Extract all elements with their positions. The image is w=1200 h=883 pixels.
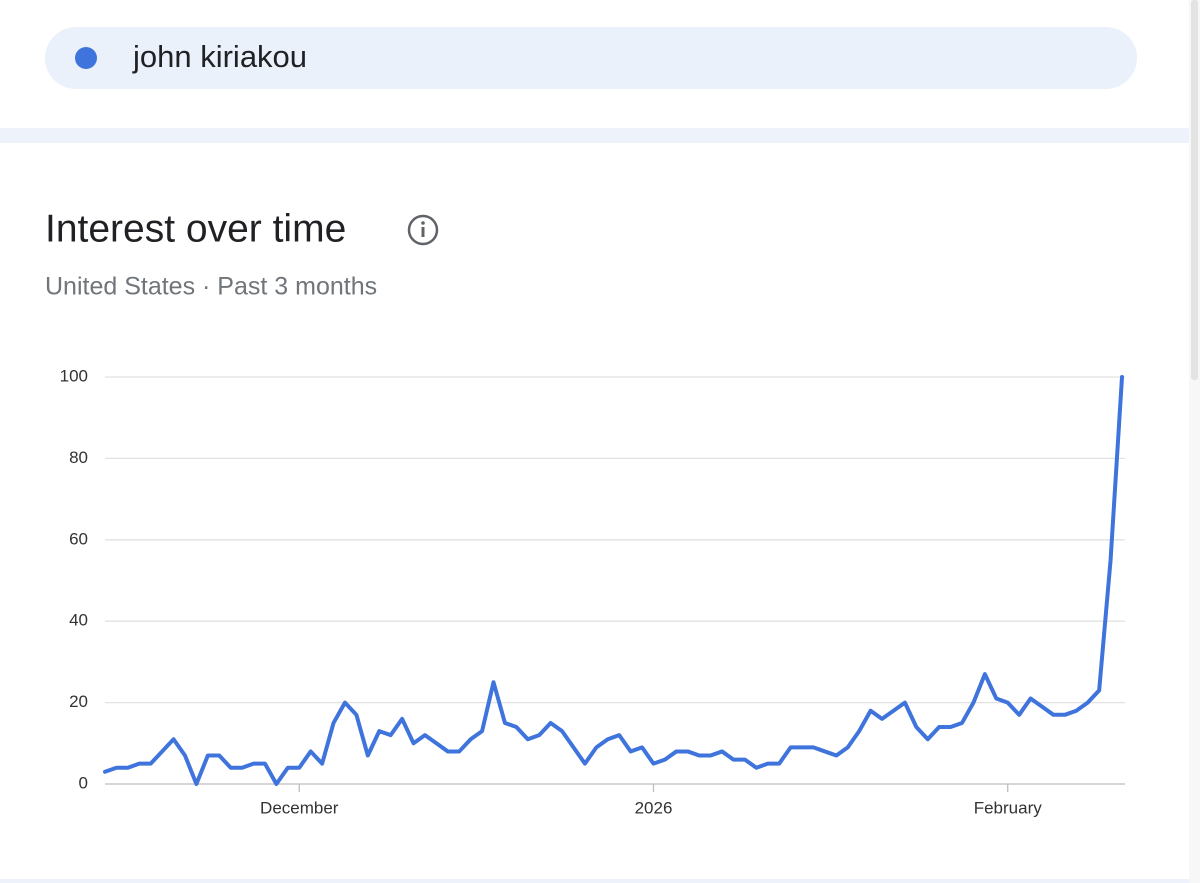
series-line	[103, 375, 1124, 786]
scrollbar	[1189, 0, 1200, 883]
chart-card	[0, 143, 1184, 880]
info-icon[interactable]	[407, 214, 439, 246]
x-tick-label: February	[974, 798, 1043, 817]
search-term-pill[interactable]	[45, 27, 1137, 89]
legend-dot	[75, 47, 97, 69]
y-tick-label: 20	[69, 692, 88, 711]
scrollbar-thumb[interactable]	[1191, 0, 1198, 380]
y-tick-label: 100	[60, 366, 88, 385]
divider	[0, 128, 1200, 143]
y-tick-label: 60	[69, 529, 88, 548]
y-tick-label: 80	[69, 448, 88, 467]
chart-subtitle: United States · Past 3 months	[45, 273, 377, 301]
y-tick-label: 40	[69, 611, 88, 630]
legend-label: john kiriakou	[132, 39, 307, 74]
divider	[0, 879, 1200, 883]
y-tick-label: 0	[79, 773, 88, 792]
x-tick-label: December	[260, 798, 339, 817]
chart-title: Interest over time	[45, 207, 346, 250]
x-tick-label: 2026	[635, 798, 673, 817]
